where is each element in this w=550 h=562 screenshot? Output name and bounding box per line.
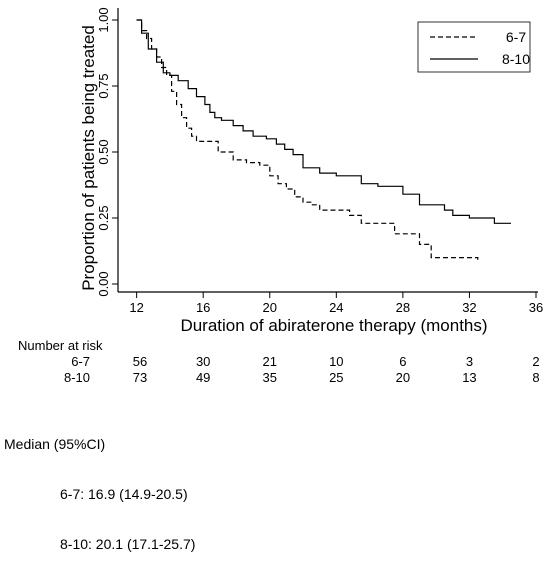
series-line-6-7	[136, 19, 479, 261]
x-tick-label: 24	[329, 300, 343, 315]
x-axis-label: Duration of abiraterone therapy (months)	[180, 316, 487, 335]
risk-cell: 21	[262, 354, 277, 369]
risk-cell: 56	[132, 354, 148, 369]
legend-label-6-7: 6-7	[506, 29, 526, 45]
legend-box	[417, 21, 531, 73]
median-line-8-10: 8-10: 20.1 (17.1-25.7)	[60, 536, 196, 552]
risk-cell: 2	[532, 354, 540, 369]
legend: 6-7 8-10	[417, 21, 531, 73]
risk-cell: 73	[132, 370, 148, 385]
risk-table-title: Number at risk	[18, 338, 103, 353]
x-tick-label: 28	[396, 300, 410, 315]
risk-cell: 8	[532, 370, 540, 385]
x-tick-label: 32	[462, 300, 476, 315]
y-tick-label: 0.00	[96, 271, 111, 296]
risk-cell: 3	[465, 354, 474, 369]
risk-cell: 25	[329, 370, 344, 385]
x-tick-label: 12	[129, 300, 143, 315]
y-axis-label: Proportion of patients being treated	[79, 25, 98, 291]
risk-cell: 6	[399, 354, 407, 369]
y-tick-label: 0.75	[96, 73, 111, 98]
y-tick-label: 0.50	[96, 139, 111, 164]
survival-curves	[136, 19, 511, 261]
legend-label-8-10: 8-10	[502, 51, 530, 67]
kaplan-meier-chart: 0.00 0.25 0.50 0.75 1.00 12 16 20 24 28 32 36 6-7 8…	[79, 7, 543, 335]
risk-row-label: 6-7	[71, 354, 90, 369]
x-tick-label: 16	[196, 300, 210, 315]
risk-cell: 10	[329, 354, 344, 369]
series-line-8-10	[136, 19, 511, 224]
x-tick-label: 20	[263, 300, 277, 315]
risk-cell: 30	[195, 354, 211, 369]
median-title: Median (95%CI)	[4, 436, 106, 452]
risk-cell: 35	[262, 370, 277, 385]
y-axis: 0.00 0.25 0.50 0.75 1.00	[96, 7, 118, 297]
risk-row-label: 8-10	[63, 370, 90, 385]
x-tick-label: 36	[529, 300, 543, 315]
y-tick-label: 1.00	[96, 7, 111, 32]
median-line-6-7: 6-7: 16.9 (14.9-20.5)	[60, 486, 188, 502]
risk-cell: 20	[395, 370, 411, 385]
risk-cell: 13	[462, 370, 477, 385]
plot-frame	[117, 8, 538, 293]
y-tick-label: 0.25	[96, 205, 111, 230]
x-axis: 12 16 20 24 28 32 36	[129, 292, 543, 315]
risk-cell: 49	[195, 370, 211, 385]
